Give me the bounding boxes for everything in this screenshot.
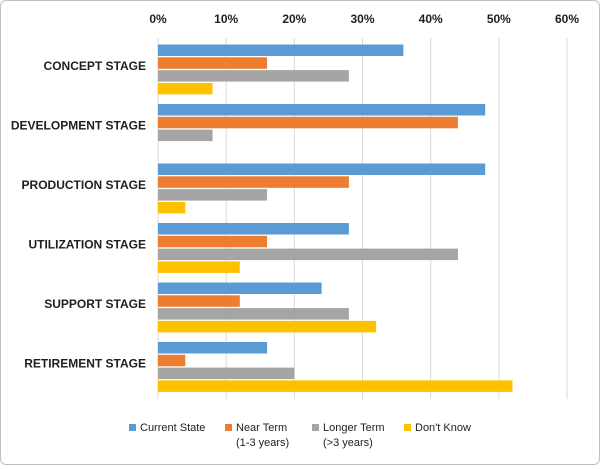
bar-don-t-know <box>158 261 240 273</box>
bar-current-state <box>158 342 268 354</box>
bar-don-t-know <box>158 380 513 392</box>
category-label: PRODUCTION STAGE <box>22 178 146 192</box>
legend-swatch <box>129 424 136 431</box>
bars <box>158 44 513 392</box>
legend-label: Longer Term <box>323 422 385 434</box>
category-label: DEVELOPMENT STAGE <box>11 118 146 132</box>
legend: Current State Near Term (1-3 years) Longer … <box>129 422 471 449</box>
legend-label: Don't Know <box>415 422 471 434</box>
legend-label: Current State <box>140 422 205 434</box>
x-axis-ticks: 0% 10% 20% 30% 40% 50% 60% <box>149 12 579 26</box>
legend-label: Near Term <box>236 422 287 434</box>
x-tick-label: 10% <box>214 12 238 26</box>
bar-current-state <box>158 223 349 235</box>
bar-current-state <box>158 282 322 294</box>
x-tick-label: 0% <box>149 12 167 26</box>
legend-label: (>3 years) <box>323 437 373 449</box>
bar-near-term-1-3-years <box>158 354 186 367</box>
bar-near-term-1-3-years <box>158 57 268 69</box>
legend-swatch <box>225 424 232 431</box>
x-tick-label: 60% <box>555 12 579 26</box>
x-tick-label: 30% <box>350 12 374 26</box>
bar-longer-term-3-years <box>158 129 213 142</box>
x-tick-label: 40% <box>419 12 443 26</box>
gridlines <box>157 38 568 399</box>
bar-longer-term-3-years <box>158 308 349 320</box>
legend-label: (1-3 years) <box>236 437 289 449</box>
category-label: RETIREMENT STAGE <box>24 356 146 370</box>
x-tick-label: 20% <box>282 12 306 26</box>
bar-don-t-know <box>158 201 186 214</box>
legend-swatch <box>312 424 319 431</box>
bar-longer-term-3-years <box>158 248 458 261</box>
bar-near-term-1-3-years <box>158 295 240 307</box>
bar-don-t-know <box>158 320 377 333</box>
category-label: UTILIZATION STAGE <box>28 237 146 251</box>
bar-longer-term-3-years <box>158 70 349 82</box>
bar-near-term-1-3-years <box>158 176 349 188</box>
bar-current-state <box>158 104 486 116</box>
bar-longer-term-3-years <box>158 189 268 201</box>
bar-near-term-1-3-years <box>158 235 268 248</box>
category-label: CONCEPT STAGE <box>44 59 146 73</box>
bar-current-state <box>158 163 486 175</box>
x-tick-label: 50% <box>487 12 511 26</box>
bar-near-term-1-3-years <box>158 116 458 129</box>
bar-longer-term-3-years <box>158 367 295 380</box>
category-labels: CONCEPT STAGE DEVELOPMENT STAGE PRODUCTION… <box>11 59 146 371</box>
bar-current-state <box>158 44 404 56</box>
legend-swatch <box>404 424 411 431</box>
category-label: SUPPORT STAGE <box>44 297 146 311</box>
bar-don-t-know <box>158 82 213 95</box>
